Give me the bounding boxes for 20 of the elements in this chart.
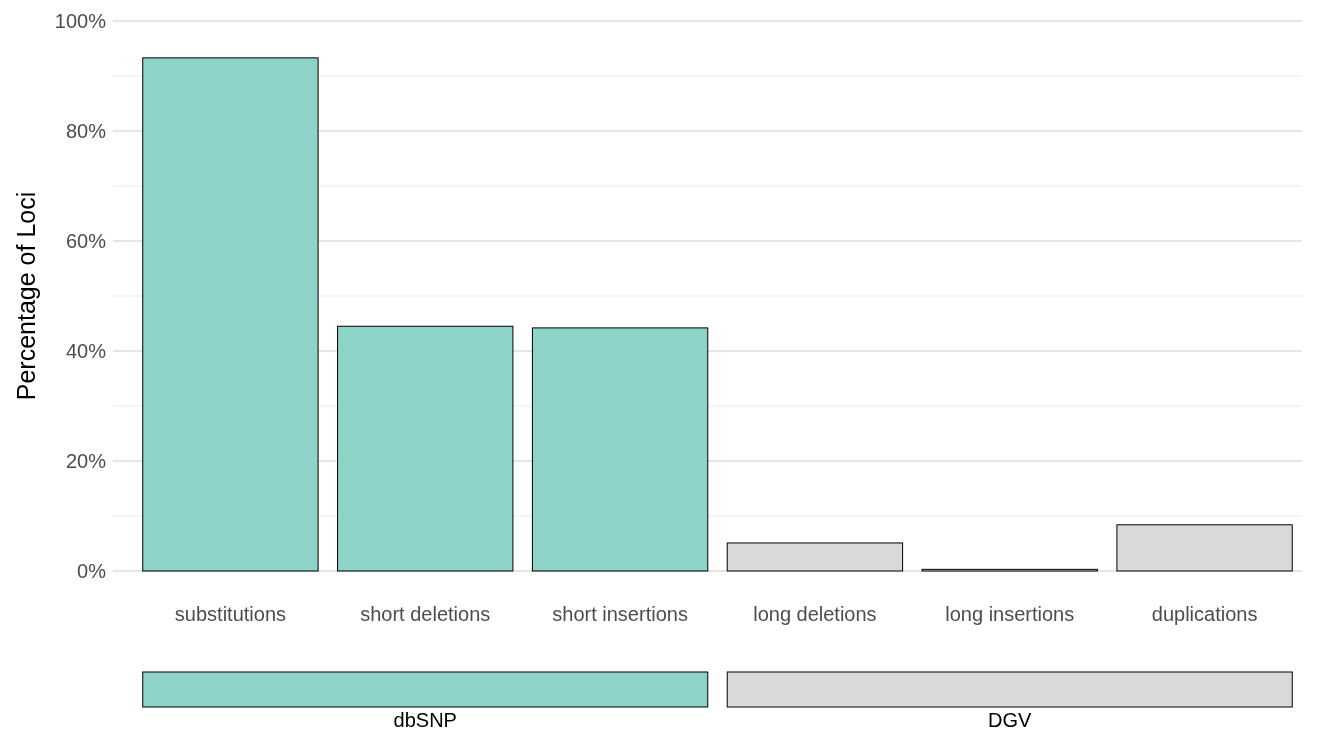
x-tick-label: short insertions [552, 603, 688, 625]
y-tick-label: 0% [77, 560, 107, 582]
x-tick-label: long deletions [753, 603, 877, 625]
bar [337, 325, 514, 572]
x-tick-label: duplications [1151, 603, 1258, 625]
y-tick-label: 100% [54, 10, 107, 32]
x-tick-label: long insertions [945, 603, 1075, 625]
bar [1116, 524, 1293, 572]
bar [726, 542, 904, 572]
x-tick-label: substitutions [174, 603, 286, 625]
y-axis-title: Percentage of Loci [12, 191, 40, 401]
y-tick-label: 20% [65, 450, 107, 472]
y-tick-label: 40% [65, 340, 107, 362]
text: DGV [988, 709, 1033, 730]
y-tick-label: 60% [65, 230, 107, 252]
text: dbSNP [393, 709, 457, 730]
bar [142, 57, 319, 572]
x-tick-label: short deletions [360, 603, 491, 625]
bar [531, 327, 709, 572]
y-tick-label: 80% [65, 120, 107, 142]
